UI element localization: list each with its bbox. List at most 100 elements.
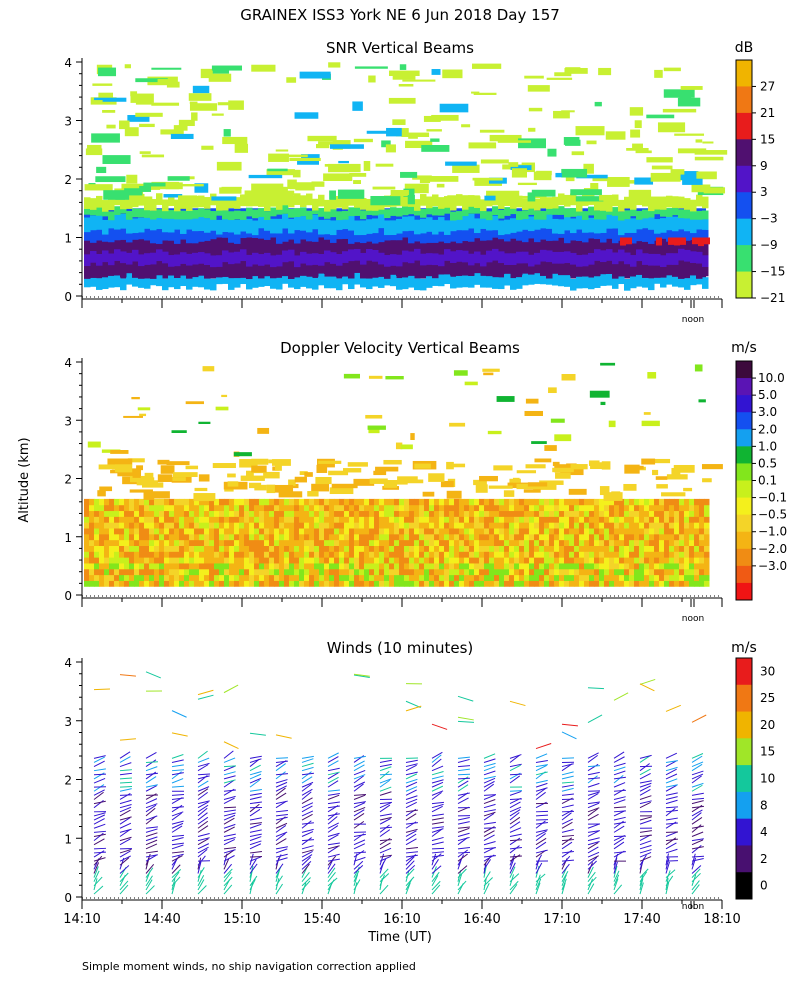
colorbar-label: 25 — [760, 691, 775, 705]
velocity-cell — [389, 510, 395, 517]
velocity-cell — [654, 504, 660, 512]
wind-barb — [275, 863, 284, 874]
snr-cell — [564, 275, 571, 287]
velocity-cell — [160, 465, 175, 474]
velocity-cell — [172, 472, 198, 478]
snr-cell — [360, 220, 367, 236]
snr-cell — [366, 232, 373, 242]
snr-cell — [360, 275, 367, 288]
velocity-cell — [399, 539, 405, 546]
snr-cell — [576, 214, 583, 230]
velocity-cell — [424, 568, 430, 576]
snr-cell — [626, 237, 632, 245]
velocity-cell — [533, 484, 557, 490]
snr-cell — [678, 248, 685, 261]
velocity-cell — [349, 533, 355, 541]
wind-barb — [145, 867, 154, 878]
velocity-cell — [454, 551, 460, 558]
snr-cell — [174, 235, 181, 244]
wind-barb — [93, 772, 105, 780]
snr-cell — [414, 278, 421, 291]
wind-barb — [691, 855, 705, 858]
snr-cell — [186, 210, 193, 220]
velocity-cell — [144, 516, 150, 523]
velocity-cell — [249, 580, 255, 587]
velocity-cell — [289, 533, 295, 541]
velocity-cell — [584, 522, 590, 529]
velocity-cell — [244, 498, 250, 506]
velocity-cell — [419, 568, 425, 576]
snr-cell — [222, 210, 229, 220]
velocity-cell — [624, 562, 630, 570]
snr-cell — [438, 197, 445, 209]
snr-cell — [266, 169, 296, 176]
velocity-cell — [329, 533, 335, 541]
velocity-cell — [199, 545, 205, 552]
snr-cell — [690, 218, 697, 234]
snr-cell — [630, 276, 637, 289]
velocity-cell — [529, 568, 535, 576]
velocity-cell — [509, 574, 515, 581]
velocity-cell — [419, 557, 425, 564]
velocity-cell — [559, 539, 565, 546]
snr-cell — [438, 206, 445, 216]
snr-cell — [402, 206, 409, 216]
velocity-cell — [397, 476, 418, 481]
snr-cell — [444, 220, 451, 235]
snr-cell — [426, 234, 433, 243]
velocity-cell — [519, 510, 525, 517]
velocity-cell — [649, 498, 655, 506]
velocity-cell — [97, 490, 106, 497]
velocity-cell — [349, 539, 355, 546]
snr-cell — [516, 231, 523, 241]
velocity-cell — [589, 516, 595, 523]
wind-barb — [353, 783, 364, 792]
snr-cell — [534, 215, 541, 230]
velocity-cell — [84, 580, 90, 587]
snr-cell — [348, 207, 355, 217]
wind-barb — [171, 842, 184, 846]
velocity-cell — [304, 574, 310, 581]
velocity-cell — [384, 568, 390, 576]
snr-cell — [690, 199, 697, 212]
wind-barb — [613, 810, 627, 813]
wind-barb — [665, 760, 677, 768]
velocity-cell — [444, 580, 450, 587]
velocity-cell — [544, 562, 550, 570]
snr-cell — [432, 253, 439, 266]
velocity-cell — [569, 533, 575, 541]
velocity-cell — [594, 580, 600, 587]
wind-barb — [249, 878, 256, 891]
snr-cell — [531, 189, 556, 197]
velocity-cell — [254, 557, 260, 564]
velocity-cell — [624, 539, 630, 546]
wind-barb — [275, 779, 288, 784]
wind-barb — [171, 837, 184, 842]
snr-cell — [534, 233, 541, 243]
velocity-cell — [124, 545, 130, 552]
velocity-cell — [689, 533, 695, 541]
velocity-cell — [314, 533, 320, 541]
velocity-cell — [564, 510, 570, 517]
velocity-cell — [552, 461, 560, 467]
wind-barb — [561, 812, 572, 821]
snr-cell — [120, 278, 127, 291]
wind-barb — [223, 849, 235, 858]
velocity-cell — [189, 522, 195, 529]
wind-barb — [327, 853, 340, 858]
velocity-cell — [599, 574, 605, 581]
velocity-cell — [548, 387, 557, 394]
snr-cell — [684, 249, 691, 262]
snr-cell — [251, 64, 276, 72]
velocity-cell — [639, 557, 645, 564]
snr-cell — [132, 231, 139, 240]
wind-barb — [457, 868, 467, 878]
snr-cell — [534, 198, 541, 211]
snr-cell — [396, 231, 403, 241]
velocity-cell — [119, 528, 125, 535]
velocity-cell — [399, 528, 405, 535]
wind-barb — [483, 871, 491, 882]
velocity-cell — [614, 510, 620, 517]
velocity-cell — [119, 580, 125, 587]
velocity-cell — [104, 551, 110, 558]
